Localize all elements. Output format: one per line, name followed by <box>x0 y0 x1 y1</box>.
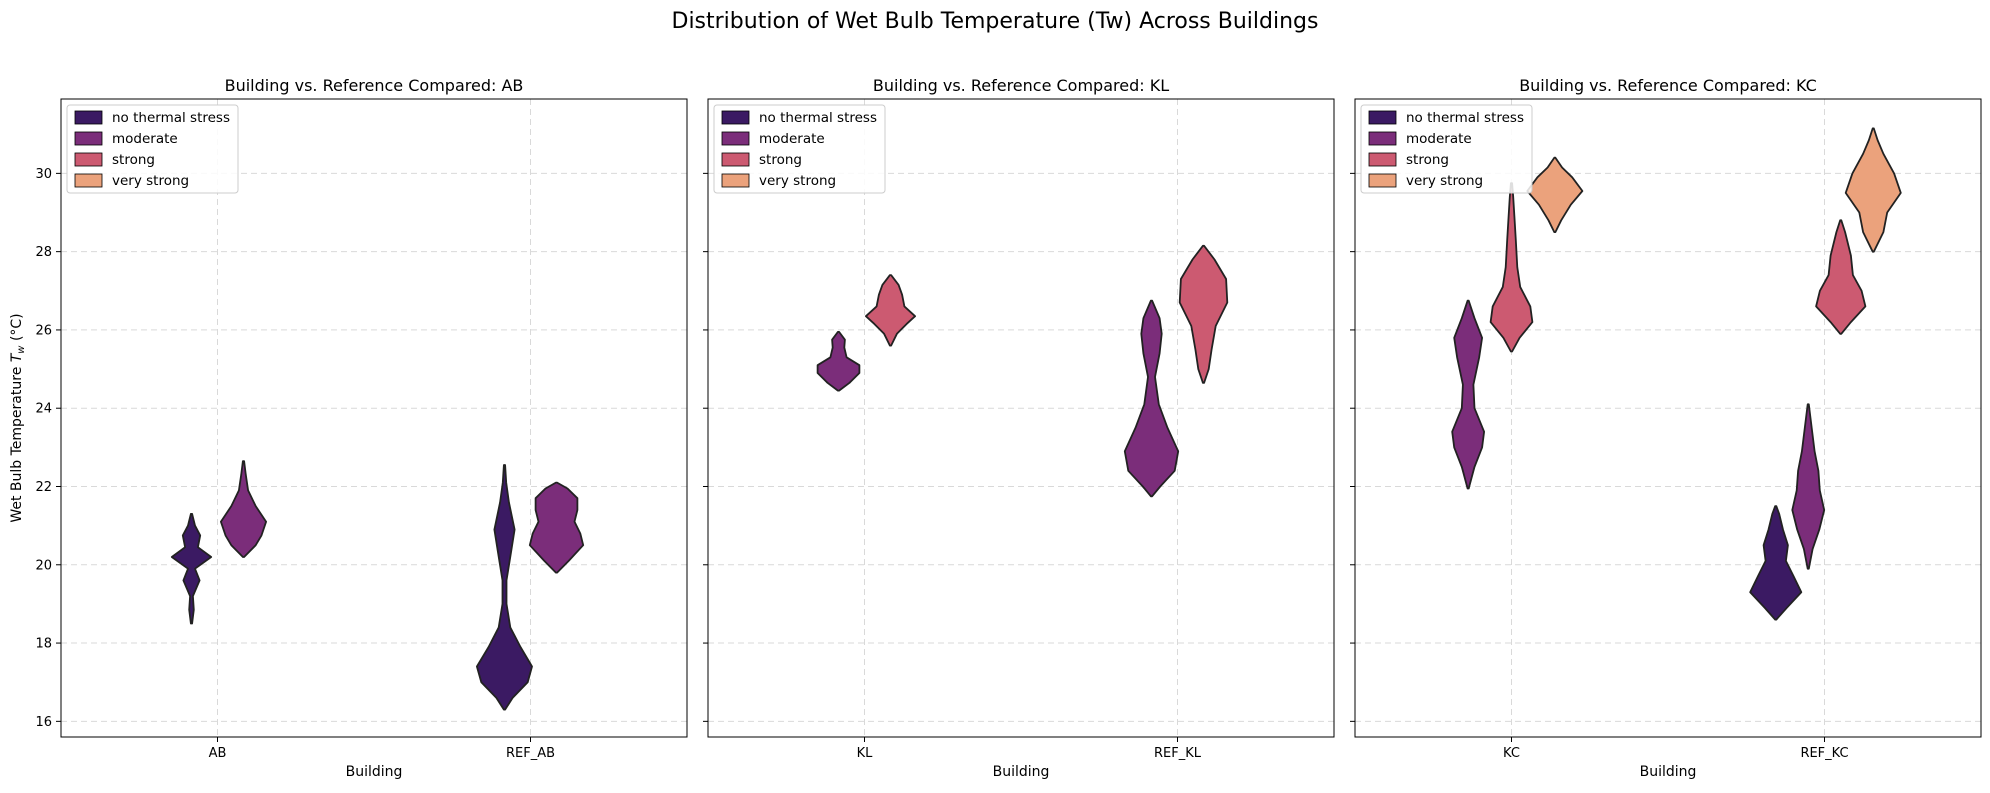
y-tick-label: 22 <box>35 480 52 495</box>
legend-label: strong <box>1406 152 1449 168</box>
violin-ab-no-thermal-stress <box>170 513 213 625</box>
y-tick-label: 16 <box>35 715 52 730</box>
legend-box <box>713 104 886 194</box>
violin-ref-kl-strong <box>1178 244 1229 384</box>
violin-ref-kc-strong <box>1815 219 1867 335</box>
legend-box <box>66 104 239 194</box>
legend-swatch-no-thermal-stress <box>721 110 750 125</box>
legend-label: no thermal stress <box>1406 110 1524 126</box>
legend-label: moderate <box>759 131 825 147</box>
violin-ab-moderate <box>220 460 267 558</box>
plot-frame <box>1354 98 1982 738</box>
panel-title: Building vs. Reference Compared: KL <box>873 76 1169 95</box>
violin-ref-kc-no-thermal-stress <box>1749 505 1803 621</box>
x-tick-label: KL <box>857 746 874 761</box>
legend-swatch-moderate <box>1368 131 1397 146</box>
violin-ref-ab-moderate <box>528 481 585 574</box>
x-tick-label: AB <box>209 746 227 761</box>
violin-kl-moderate <box>816 331 861 392</box>
legend-label: moderate <box>112 131 178 147</box>
legend-swatch-no-thermal-stress <box>1368 110 1397 125</box>
y-tick-label: 18 <box>35 637 52 652</box>
legend-swatch-very-strong <box>721 173 750 188</box>
x-tick-label: REF_KL <box>1154 746 1202 761</box>
y-tick-label: 26 <box>35 323 52 338</box>
legend-swatch-strong <box>1368 152 1397 167</box>
violin-kc-strong <box>1489 182 1534 353</box>
panel-3: KC REF_KC Building vs. Reference Compared:… <box>1350 76 1982 780</box>
legend-label: very strong <box>112 173 189 189</box>
legend: no thermal stress moderate strong very stro… <box>1360 104 1533 194</box>
panel-title: Building vs. Reference Compared: AB <box>225 76 524 95</box>
legend: no thermal stress moderate strong very stro… <box>713 104 886 194</box>
violin-kc-moderate <box>1451 299 1485 490</box>
legend-swatch-no-thermal-stress <box>74 110 103 125</box>
legend-swatch-moderate <box>74 131 103 146</box>
panel-title: Building vs. Reference Compared: KC <box>1519 76 1817 95</box>
legend-label: no thermal stress <box>759 110 877 126</box>
violin-ref-kc-very-strong <box>1844 127 1902 253</box>
violin-ref-kl-moderate <box>1123 299 1180 498</box>
plot-frame <box>707 98 1335 738</box>
violin-ref-ab-no-thermal-stress <box>476 464 533 711</box>
violin-kl-strong <box>865 274 916 347</box>
figure-title: Distribution of Wet Bulb Temperature (Tw… <box>672 9 1319 34</box>
x-tick-label: REF_KC <box>1800 746 1848 761</box>
y-tick-label: 20 <box>35 558 52 573</box>
panel-1: 16 18 20 22 24 26 28 30 AB REF_AB Building vs. Ref… <box>9 76 688 780</box>
legend-swatch-moderate <box>721 131 750 146</box>
violin-ref-kc-moderate <box>1791 403 1826 570</box>
legend-label: very strong <box>1406 173 1483 189</box>
x-tick-label: KC <box>1503 746 1520 761</box>
plot-frame <box>60 98 688 738</box>
panel-2: KL REF_KL Building vs. Reference Compared:… <box>703 76 1335 780</box>
legend-swatch-very-strong <box>74 173 103 188</box>
y-tick-label: 28 <box>35 245 52 260</box>
y-tick-label: 30 <box>35 167 52 182</box>
legend-box <box>1360 104 1533 194</box>
legend-label: strong <box>112 152 155 168</box>
x-tick-label: REF_AB <box>506 746 555 761</box>
legend-label: strong <box>759 152 802 168</box>
legend-label: no thermal stress <box>112 110 230 126</box>
legend-label: very strong <box>759 173 836 189</box>
x-axis-label: Building <box>1640 764 1697 780</box>
legend-swatch-strong <box>721 152 750 167</box>
legend-swatch-strong <box>74 152 103 167</box>
y-tick-label: 24 <box>35 402 52 417</box>
x-axis-label: Building <box>346 764 403 780</box>
legend: no thermal stress moderate strong very stro… <box>66 104 239 194</box>
y-axis-label: Wet Bulb Temperature Tw (°C) <box>9 313 27 522</box>
x-axis-label: Building <box>993 764 1050 780</box>
violin-kc-very-strong <box>1526 156 1584 233</box>
legend-swatch-very-strong <box>1368 173 1397 188</box>
legend-label: moderate <box>1406 131 1472 147</box>
